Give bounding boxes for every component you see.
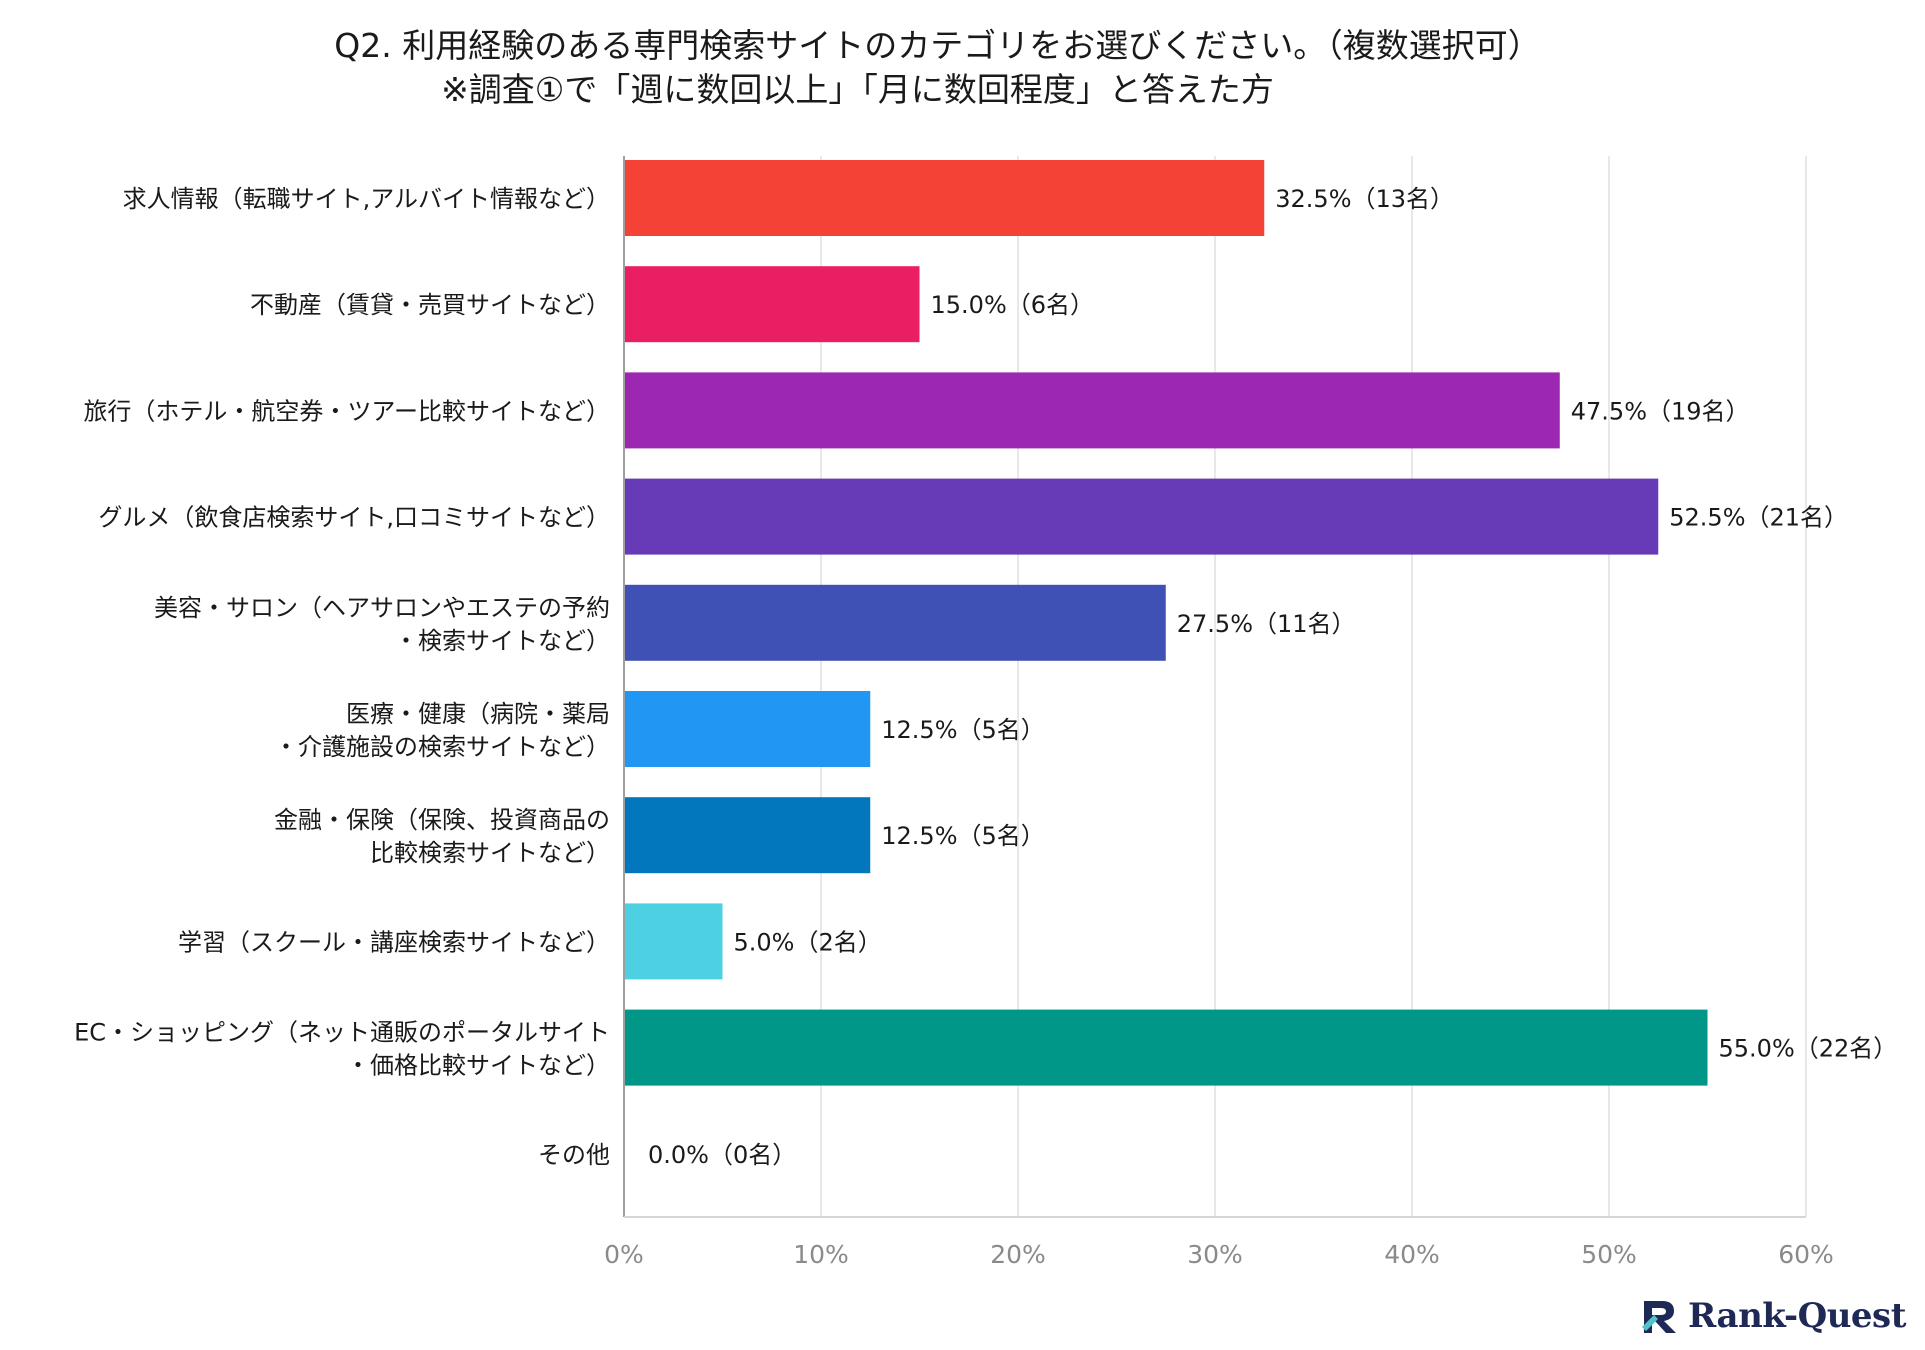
chart-title: Q2. 利用経験のある専門検索サイトのカテゴリをお選びください。（複数選択可） xyxy=(334,26,1541,65)
brand-logo: Rank-Quest xyxy=(1640,1296,1906,1336)
x-tick-label: 60% xyxy=(1778,1240,1834,1269)
data-label: 12.5%（5名） xyxy=(881,822,1045,850)
bar xyxy=(625,478,1659,555)
category-label: EC・ショッピング（ネット通販のポータルサイト xyxy=(74,1019,610,1047)
category-labels: 求人情報（転職サイト,アルバイト情報など） 不動産（賃貸・売買サイトなど） 旅行（ホ… xyxy=(74,185,610,1169)
category-label: 金融・保険（保険、投資商品の xyxy=(274,806,610,834)
x-tick-label: 30% xyxy=(1187,1240,1243,1269)
category-label: グルメ（飲食店検索サイト,口コミサイトなど） xyxy=(98,504,610,532)
bar xyxy=(625,797,871,874)
data-labels: 32.5%（13名） 15.0%（6名） 47.5%（19名） 52.5%（21名） 2… xyxy=(648,185,1897,1169)
data-label: 27.5%（11名） xyxy=(1177,610,1356,638)
x-tick-label: 50% xyxy=(1581,1240,1637,1269)
category-label: 旅行（ホテル・航空券・ツアー比較サイトなど） xyxy=(83,397,610,425)
category-label: 美容・サロン（ヘアサロンやエステの予約 xyxy=(154,594,610,622)
x-tick-label: 20% xyxy=(990,1240,1046,1269)
bar xyxy=(625,691,871,767)
brand-name: Rank-Quest xyxy=(1688,1296,1906,1336)
category-label: ・価格比較サイトなど） xyxy=(346,1052,610,1080)
category-label: ・検索サイトなど） xyxy=(394,627,610,655)
data-label: 15.0%（6名） xyxy=(931,291,1095,319)
data-label: 47.5%（19名） xyxy=(1571,397,1750,425)
category-label: 医療・健康（病院・薬局 xyxy=(346,700,610,728)
data-label: 0.0%（0名） xyxy=(648,1141,796,1169)
data-label: 5.0%（2名） xyxy=(734,928,882,956)
category-label: 不動産（賃貸・売買サイトなど） xyxy=(250,291,610,319)
rank-quest-logo-icon xyxy=(1642,1301,1676,1333)
bar xyxy=(625,160,1265,236)
x-tick-label: 10% xyxy=(793,1240,849,1269)
category-label: 求人情報（転職サイト,アルバイト情報など） xyxy=(123,185,610,213)
category-label: 比較検索サイトなど） xyxy=(370,839,610,867)
category-label: 学習（スクール・講座検索サイトなど） xyxy=(178,928,610,956)
category-label: ・介護施設の検索サイトなど） xyxy=(274,733,610,761)
data-label: 52.5%（21名） xyxy=(1669,504,1848,532)
x-tick-label: 0% xyxy=(604,1240,644,1269)
bar xyxy=(625,584,1166,661)
x-axis-ticks: 0% 10% 20% 30% 40% 50% 60% xyxy=(604,1240,1834,1269)
bar xyxy=(625,266,920,343)
bar xyxy=(625,1009,1708,1086)
bars xyxy=(625,160,1708,1086)
bar xyxy=(625,372,1560,449)
x-tick-label: 40% xyxy=(1384,1240,1440,1269)
chart-subtitle: ※調査①で「週に数回以上」「月に数回程度」と答えた方 xyxy=(441,70,1274,109)
category-label: その他 xyxy=(538,1141,610,1169)
data-label: 12.5%（5名） xyxy=(881,716,1045,744)
data-label: 32.5%（13名） xyxy=(1275,185,1454,213)
chart-title-block: Q2. 利用経験のある専門検索サイトのカテゴリをお選びください。（複数選択可） … xyxy=(0,24,1925,112)
data-label: 55.0%（22名） xyxy=(1719,1035,1898,1063)
bar xyxy=(625,903,723,980)
